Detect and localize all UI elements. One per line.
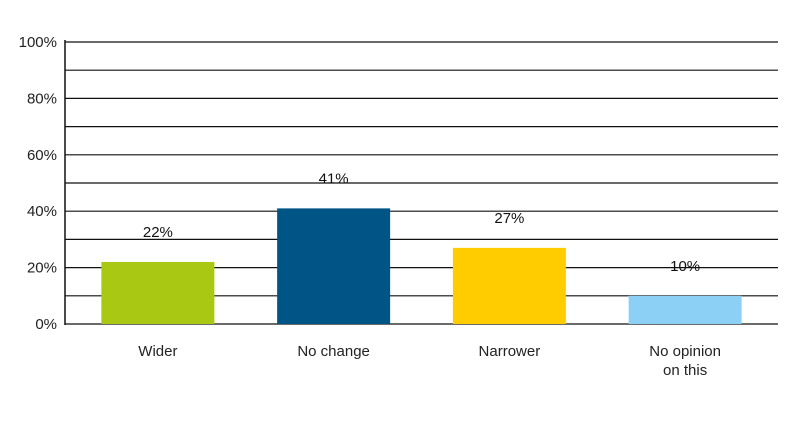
y-tick-label: 80% — [27, 90, 57, 107]
category-label: Narrower — [479, 343, 541, 360]
category-label: No change — [297, 343, 370, 360]
data-label: 10% — [670, 258, 700, 275]
bar-no-change — [277, 208, 391, 324]
category-label: No opinion on this — [649, 343, 721, 379]
bar-no-opinion-on-this — [628, 295, 742, 324]
bar-narrower — [452, 247, 566, 324]
y-tick-label: 40% — [27, 203, 57, 220]
category-label-line: Narrower — [479, 343, 541, 360]
category-label-line: Wider — [138, 343, 177, 360]
bars — [101, 208, 742, 324]
y-tick-label: 60% — [27, 147, 57, 164]
category-label-line: No change — [297, 343, 370, 360]
data-label: 27% — [494, 210, 524, 227]
data-label: 41% — [319, 170, 349, 187]
y-tick-label: 20% — [27, 260, 57, 277]
y-axis-tick-labels: 0% 20% 40% 60% 80% 100% — [19, 34, 57, 333]
data-label: 22% — [143, 224, 173, 241]
category-labels: Wider No change Narrower No opinion on this — [138, 343, 721, 379]
bar-wider — [101, 261, 215, 324]
category-label: Wider — [138, 343, 177, 360]
category-label-line: No opinion — [649, 343, 721, 360]
y-tick-label: 100% — [19, 34, 57, 51]
category-label-line: on this — [663, 362, 707, 379]
data-labels: 22% 41% 27% 10% — [143, 170, 700, 274]
y-tick-label: 0% — [35, 316, 57, 333]
